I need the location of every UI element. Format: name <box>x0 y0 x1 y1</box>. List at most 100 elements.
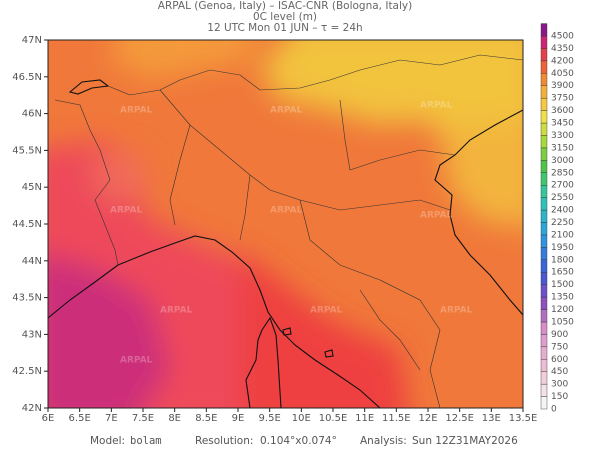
colorbar-label: 600 <box>551 355 568 365</box>
colorbar-swatch <box>540 371 548 385</box>
lat-tick-label: 43.5N <box>12 293 42 304</box>
colorbar-label: 300 <box>551 380 568 390</box>
watermark: ARPAL <box>310 306 343 316</box>
lon-tick-label: 6E <box>42 413 55 424</box>
colorbar-label: 2550 <box>551 193 574 203</box>
colorbar-swatch <box>540 147 548 161</box>
resolution-value: 0.104°x0.074° <box>260 435 337 447</box>
watermark: ARPAL <box>420 211 453 221</box>
colorbar-swatch <box>540 184 548 198</box>
lat-tick-label: 46.5N <box>12 72 42 83</box>
lat-tick-label: 43N <box>22 329 42 340</box>
lat-tick-label: 45.5N <box>12 145 42 156</box>
colorbar-label: 4350 <box>551 44 574 54</box>
watermark: ARPAL <box>420 101 453 111</box>
colorbar-label: 3600 <box>551 106 574 116</box>
colorbar-swatch <box>540 321 548 335</box>
lon-tick-label: 13.5E <box>509 413 538 424</box>
colorbar-swatch <box>540 259 548 273</box>
colorbar-label: 1650 <box>551 268 574 278</box>
colorbar-swatch <box>540 23 548 37</box>
colorbar-swatch <box>540 48 548 62</box>
colorbar-swatch <box>540 172 548 186</box>
lon-tick-label: 9.5E <box>259 413 281 424</box>
lat-tick-label: 45N <box>22 182 42 193</box>
colorbar-swatch <box>540 272 548 285</box>
lon-tick-label: 12E <box>418 413 437 424</box>
lat-tick-label: 44N <box>22 256 42 267</box>
colorbar-swatch <box>540 160 548 173</box>
colorbar-swatch <box>540 346 548 360</box>
colorbar-swatch <box>540 284 548 298</box>
colorbar-label: 750 <box>551 342 568 352</box>
colorbar-swatch <box>540 396 548 410</box>
colorbar-label: 2100 <box>551 230 574 240</box>
colorbar-swatch <box>540 234 548 248</box>
colorbar-swatch <box>540 309 548 323</box>
colorbar-label: 150 <box>551 392 568 402</box>
colorbar-label: 1050 <box>551 317 574 327</box>
colorbar-swatch <box>540 334 548 348</box>
resolution-label: Resolution: <box>195 435 253 447</box>
watermark: ARPAL <box>270 106 303 116</box>
colorbar-label: 2250 <box>551 218 574 228</box>
colorbar-swatch <box>540 135 548 149</box>
colorbar-label: 1800 <box>551 255 574 265</box>
colorbar-swatch <box>540 73 548 86</box>
colorbar-label: 4200 <box>551 56 574 66</box>
lon-tick-label: 9E <box>232 413 245 424</box>
watermark: ARPAL <box>110 206 143 216</box>
lon-tick-label: 11.5E <box>382 413 411 424</box>
lon-tick-label: 13E <box>482 413 501 424</box>
colorbar-label: 3000 <box>551 156 574 166</box>
colorbar-label: 2700 <box>551 181 574 191</box>
colorbar-swatch <box>540 35 548 49</box>
colorbar-label: 2850 <box>551 168 574 178</box>
colorbar-label: 3300 <box>551 131 574 141</box>
lon-tick-label: 10.5E <box>319 413 348 424</box>
colorbar-swatch <box>540 110 548 124</box>
watermark: ARPAL <box>270 206 303 216</box>
colorbar-label: 3150 <box>551 143 574 153</box>
lat-tick-label: 47N <box>22 35 42 46</box>
lat-tick-label: 42N <box>22 403 42 414</box>
colorbar-label: 3450 <box>551 119 574 129</box>
colorbar-swatch <box>540 359 548 372</box>
colorbar-swatch <box>540 122 548 136</box>
lon-tick-label: 7E <box>105 413 118 424</box>
analysis-value: Sun 12Z31MAY2026 <box>412 435 518 447</box>
colorbar-label: 450 <box>551 367 568 377</box>
colorbar-label: 3750 <box>551 94 574 104</box>
lon-tick-label: 6.5E <box>69 413 91 424</box>
lon-tick-label: 10E <box>292 413 311 424</box>
model-value: bolam <box>130 435 162 447</box>
colorbar-label: 1200 <box>551 305 574 315</box>
colorbar-swatch <box>540 97 548 111</box>
header-line2: 0C level (m) <box>253 11 317 23</box>
colorbar-label: 900 <box>551 330 568 340</box>
colorbar-swatch <box>540 296 548 310</box>
lon-tick-label: 11E <box>355 413 374 424</box>
lon-tick-label: 8E <box>168 413 181 424</box>
lat-tick-label: 42.5N <box>12 366 42 377</box>
colorbar-label: 3900 <box>551 81 574 91</box>
colorbar-label: 4500 <box>551 32 574 42</box>
model-label: Model: <box>90 435 125 447</box>
header-line1: ARPAL (Genoa, Italy) – ISAC-CNR (Bologna… <box>158 0 412 12</box>
colorbar-label: 4050 <box>551 69 574 79</box>
lon-tick-label: 7.5E <box>132 413 154 424</box>
lon-tick-label: 8.5E <box>195 413 217 424</box>
colorbar-label: 0 <box>551 405 557 415</box>
watermark: ARPAL <box>120 356 153 366</box>
colorbar-swatch <box>540 85 548 99</box>
colorbar-label: 1950 <box>551 243 574 253</box>
colorbar-label: 1350 <box>551 293 574 303</box>
lat-tick-label: 46N <box>22 109 42 120</box>
watermark: ARPAL <box>160 306 193 316</box>
colorbar-label: 2400 <box>551 206 574 216</box>
watermark: ARPAL <box>120 106 153 116</box>
watermark: ARPAL <box>440 306 473 316</box>
lat-tick-label: 44.5N <box>12 219 42 230</box>
colorbar-label: 1500 <box>551 280 574 290</box>
